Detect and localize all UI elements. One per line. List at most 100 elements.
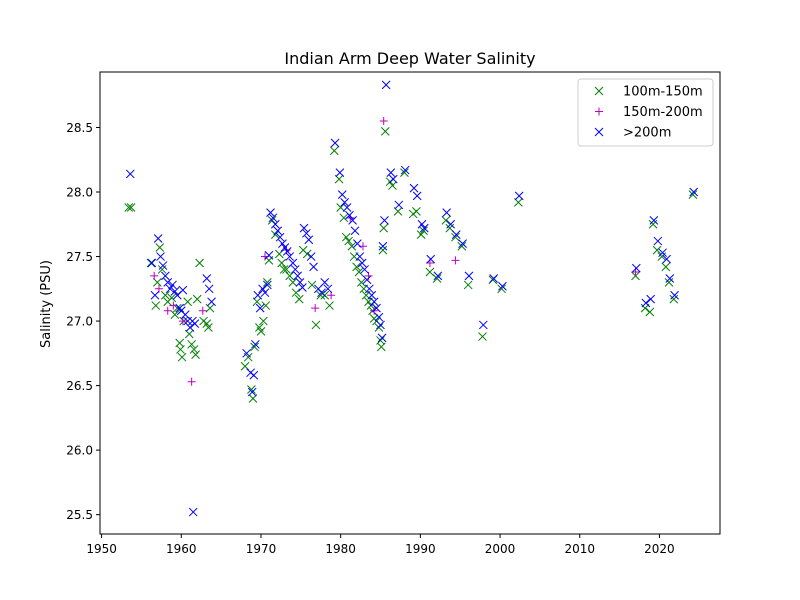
data-point (279, 265, 289, 274)
data-point (187, 377, 196, 386)
x-tick-label: 1950 (86, 542, 117, 556)
data-point (419, 226, 428, 236)
data-point (247, 387, 257, 397)
data-point (323, 284, 333, 294)
data-point (514, 191, 524, 201)
data-point (377, 333, 387, 343)
data-point (446, 219, 455, 229)
data-point (205, 303, 215, 313)
data-point (295, 277, 305, 287)
data-point (277, 258, 287, 268)
data-point (337, 190, 347, 199)
data-point (153, 234, 163, 243)
data-point (290, 265, 300, 274)
legend-marker (594, 86, 604, 96)
data-point (689, 187, 699, 197)
series-2 (125, 80, 699, 517)
data-point (342, 203, 352, 212)
data-point (355, 252, 365, 261)
data-point (412, 207, 421, 216)
data-point (433, 271, 443, 281)
data-point (304, 235, 314, 245)
data-point (652, 245, 662, 255)
data-point (270, 230, 280, 239)
data-point (288, 258, 298, 268)
chart-title: Indian Arm Deep Water Salinity (284, 49, 535, 68)
data-point (302, 249, 312, 259)
data-point (153, 277, 162, 287)
x-tick-label: 1960 (166, 542, 197, 556)
data-point (262, 280, 272, 290)
data-point (207, 297, 216, 307)
data-point (125, 169, 135, 179)
data-point (302, 228, 311, 238)
data-point (409, 183, 419, 193)
legend-marker (595, 107, 603, 116)
data-point (646, 294, 656, 304)
data-point (242, 348, 251, 358)
data-point (188, 507, 198, 517)
data-point (378, 241, 388, 251)
data-point (311, 304, 320, 313)
data-point (350, 226, 360, 236)
data-point (340, 197, 350, 207)
data-point (354, 267, 364, 277)
data-point (352, 262, 361, 272)
data-point (291, 288, 301, 298)
data-point (645, 307, 655, 317)
data-point (299, 223, 309, 233)
data-point (240, 361, 250, 371)
data-point (661, 262, 671, 272)
legend-label: >200m (623, 126, 671, 141)
y-tick-label: 27.0 (66, 315, 93, 329)
data-point (259, 316, 268, 326)
data-point (441, 216, 451, 225)
data-point (412, 191, 422, 201)
data-point (458, 239, 467, 248)
data-point (178, 317, 187, 326)
data-point (260, 288, 270, 298)
data-point (497, 284, 506, 294)
data-point (357, 258, 367, 268)
legend: 100m-150m 150m-200m >200m (577, 78, 714, 147)
data-point (249, 370, 259, 380)
data-point (146, 258, 156, 268)
data-point (451, 232, 460, 242)
data-point (641, 298, 651, 308)
data-point (185, 323, 195, 332)
data-point (317, 288, 326, 298)
data-point (344, 236, 353, 246)
data-point (425, 267, 435, 277)
data-point (341, 232, 351, 242)
plot-frame (99, 71, 721, 535)
data-point (175, 303, 185, 313)
y-axis-label: Salinity (PSU) (39, 260, 54, 348)
data-point (376, 320, 385, 330)
data-point (293, 271, 302, 281)
data-point (381, 80, 391, 90)
legend-label: 150m-200m (623, 105, 703, 120)
data-point (250, 342, 259, 352)
data-point (306, 252, 316, 261)
data-point (432, 274, 442, 283)
data-point (320, 277, 330, 287)
axes-layer: 1950 1960 1970 1980 1990 2000 2010 2020 25.5 26.0… (66, 71, 721, 556)
data-point (160, 271, 170, 281)
data-point (288, 277, 298, 287)
data-point (339, 213, 349, 223)
data-point (457, 241, 467, 251)
data-point (273, 226, 283, 236)
data-point (329, 146, 339, 156)
data-point (688, 190, 698, 199)
data-point (192, 294, 202, 304)
data-point (365, 284, 374, 294)
data-point (451, 230, 461, 239)
data-point (419, 223, 429, 233)
x-tick-label: 2010 (564, 542, 595, 556)
data-point (190, 319, 200, 329)
data-point (311, 320, 321, 330)
data-point (416, 230, 426, 239)
data-point (658, 248, 667, 258)
legend-marker (594, 127, 604, 137)
